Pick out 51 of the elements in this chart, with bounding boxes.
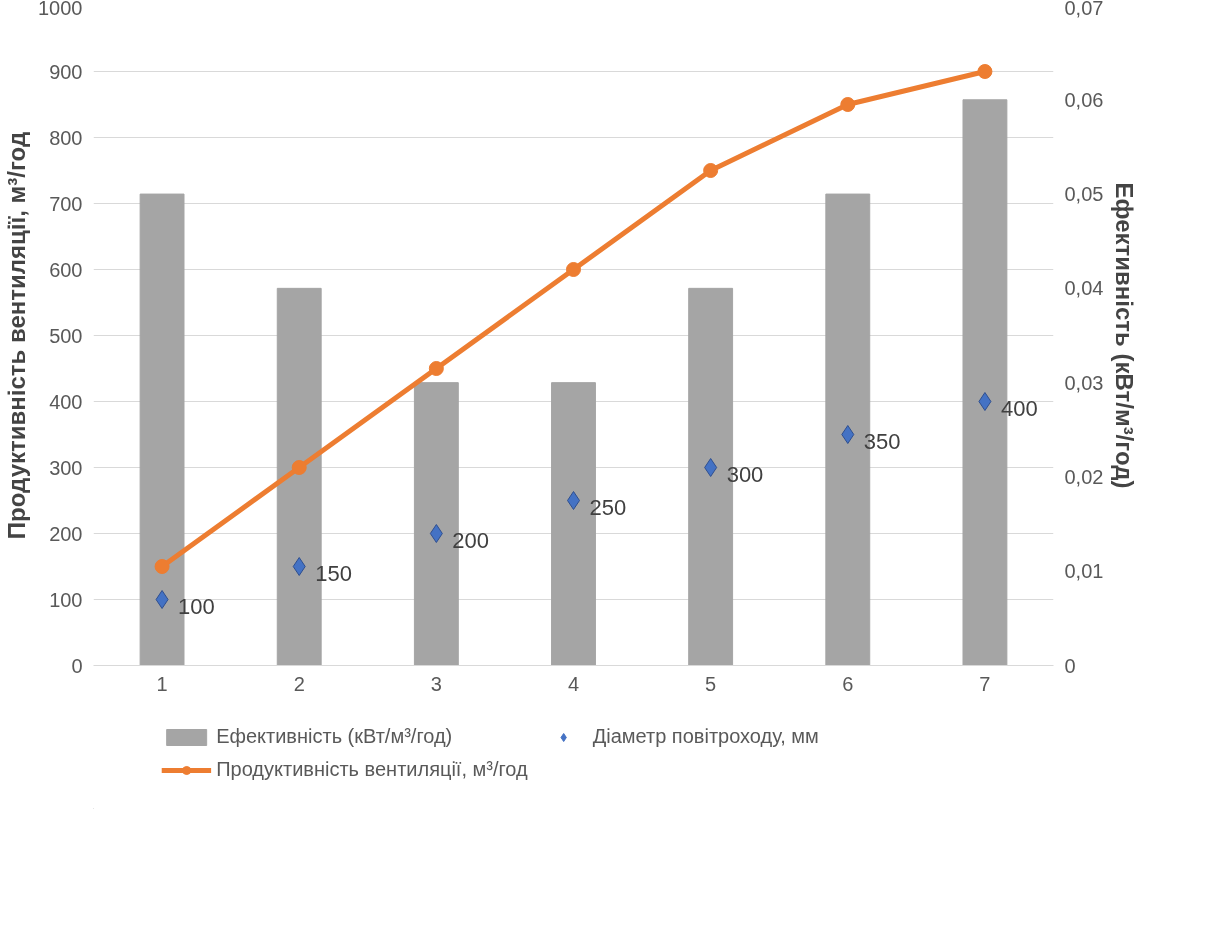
point [840,97,856,112]
x-tick-label: 7 [979,672,991,695]
point [291,460,307,475]
y-tick-label: 1000 [38,0,83,19]
y-tick-label: 200 [49,522,83,545]
point [978,392,992,411]
y2-tick-label: 0,07 [1064,0,1104,19]
y2-tick-label: 0,02 [1064,465,1104,488]
y-tick-label: 800 [49,126,83,149]
y2-tick-label: 0,03 [1064,371,1104,394]
y-tick-label: 900 [49,60,83,83]
point [155,590,169,609]
x-tick-label: 6 [842,672,854,695]
data-label: 250 [589,494,627,520]
x-tick-label: 5 [705,672,717,695]
data-label: 350 [863,428,901,454]
point [292,557,306,576]
point [566,262,581,277]
data-label: 300 [726,461,764,487]
y-tick-label: 700 [49,192,83,215]
y2-tick-label: 0,05 [1064,183,1104,206]
data-label: 400 [1000,395,1038,421]
y-tick-label: 100 [49,588,83,611]
data-label: 200 [452,527,490,553]
y-tick-label: 300 [49,456,83,479]
point [977,64,993,79]
point [704,458,718,477]
y-tick-label: 500 [49,324,83,347]
point [703,163,719,178]
x-tick-label: 4 [567,672,580,695]
y-axis-title: Продуктивність вентиляції, м³/год [3,131,31,540]
y-tick-label: 0 [71,654,83,677]
y-tick-label: 400 [49,390,83,413]
legend-label: Продуктивність вентиляції, м³/год [216,758,528,781]
x-tick-label: 1 [156,672,168,695]
y2-tick-label: 0,01 [1064,560,1104,583]
y2-tick-label: 0 [1064,654,1076,677]
legend-label: Ефективність (кВт/м³/год) [216,725,453,748]
y2-tick-label: 0,06 [1064,88,1104,111]
y-tick-label: 600 [49,258,83,281]
point [841,425,855,444]
data-label: 150 [315,560,352,586]
x-tick-label: 3 [430,672,442,695]
point [429,524,443,543]
y2-tick-label: 0,04 [1064,277,1104,300]
legend-label: Діаметр повітроходу, мм [592,725,819,748]
point [428,361,444,376]
x-tick-label: 2 [293,672,305,695]
point [154,559,170,574]
data-label: 100 [178,593,215,619]
y2-axis-title: Ефективність (кВт/м³/год) [1111,182,1139,489]
